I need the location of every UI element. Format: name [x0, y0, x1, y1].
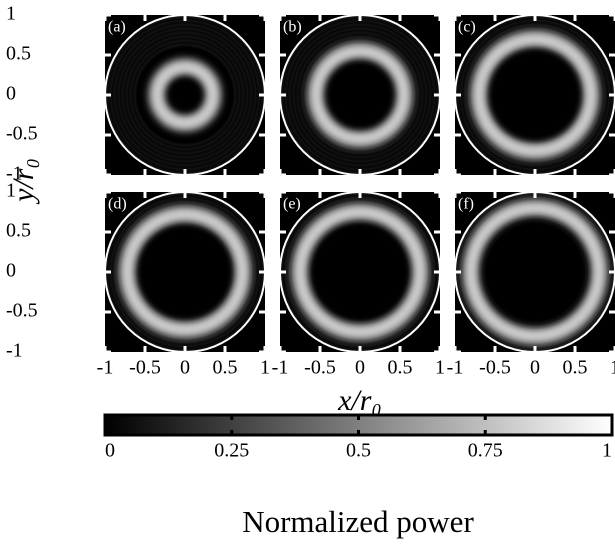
colorbar-tick-label: 0.75	[468, 440, 503, 462]
y-tick-label: -0.5	[6, 123, 38, 145]
fringe	[289, 201, 432, 344]
fringe	[297, 31, 424, 159]
inner-dark	[491, 51, 579, 139]
y-tick-label: 0	[6, 260, 16, 282]
panel-label: (b)	[283, 19, 302, 36]
fringe	[301, 35, 420, 155]
fringe	[293, 27, 428, 163]
inner-dark	[169, 79, 201, 111]
x-tick-label: 1	[260, 357, 270, 379]
intensity-ring	[119, 206, 251, 338]
x-tick-label: -1	[272, 357, 289, 379]
colorbar-tick-label: 0.5	[346, 440, 371, 462]
inner-dark	[139, 226, 231, 318]
colorbar-tick-label: 1	[602, 440, 612, 462]
intensity-ring	[463, 200, 607, 344]
x-tick-label: -1	[97, 357, 114, 379]
inner-dark	[312, 224, 408, 320]
fringe	[309, 221, 412, 324]
x-tick-label: -0.5	[304, 357, 336, 379]
plots: -1-0.500.51(a) (b) (c)-1 -0.5 0 0.5 1-1-0.500.…	[6, 3, 615, 462]
fringe	[113, 23, 257, 167]
x-tick-label: -0.5	[479, 357, 511, 379]
fringe	[305, 39, 416, 151]
panel-label: (a)	[108, 19, 126, 36]
y-tick-label: 0.5	[6, 43, 31, 65]
fringe	[130, 39, 241, 151]
fringe	[468, 27, 603, 163]
fringe	[480, 217, 591, 328]
y-tick-label: -0.5	[6, 300, 38, 322]
intensity-ring	[149, 59, 221, 131]
fringe	[113, 201, 257, 344]
fringe	[117, 205, 253, 340]
y-tick-label: -1	[6, 163, 23, 185]
x-axis-label: x/r₀	[337, 384, 382, 417]
colorbar-tick-label: 0	[105, 440, 115, 462]
x-tick-label: -1	[447, 357, 464, 379]
panel-label: (e)	[283, 196, 301, 213]
x-tick-label: -0.5	[129, 357, 161, 379]
fringe	[121, 31, 249, 159]
intensity-ring	[471, 31, 599, 159]
panel-label: (d)	[108, 196, 127, 213]
x-tick-label: 0.5	[388, 357, 413, 379]
fringe	[289, 23, 432, 167]
fringe	[134, 43, 237, 147]
inner-dark	[328, 63, 392, 127]
x-tick-label: 0.5	[213, 357, 238, 379]
y-tick-label: 1	[6, 3, 16, 25]
y-tick-label: -1	[6, 340, 23, 362]
x-tick-label: 0	[530, 357, 540, 379]
y-tick-label: 0	[6, 83, 16, 105]
panel-label: (f)	[458, 196, 474, 213]
x-tick-label: 1	[610, 357, 615, 379]
panel-label: (c)	[458, 19, 476, 36]
y-tick-label: 0.5	[6, 220, 31, 242]
intensity-ring	[292, 204, 428, 340]
x-tick-label: 0	[180, 357, 190, 379]
colorbar-tick-label: 0.25	[214, 440, 249, 462]
fringe	[117, 27, 253, 163]
colorbar-label: Normalized power	[242, 504, 474, 539]
fringe	[125, 35, 245, 155]
x-tick-label: 0	[355, 357, 365, 379]
x-tick-label: 1	[435, 357, 445, 379]
intensity-ring	[308, 43, 412, 147]
y-tick-label: 1	[6, 180, 16, 202]
y-axis-label: y/r₀	[7, 158, 40, 205]
x-tick-label: 0.5	[563, 357, 588, 379]
fringe	[464, 23, 607, 167]
inner-dark	[483, 220, 587, 324]
